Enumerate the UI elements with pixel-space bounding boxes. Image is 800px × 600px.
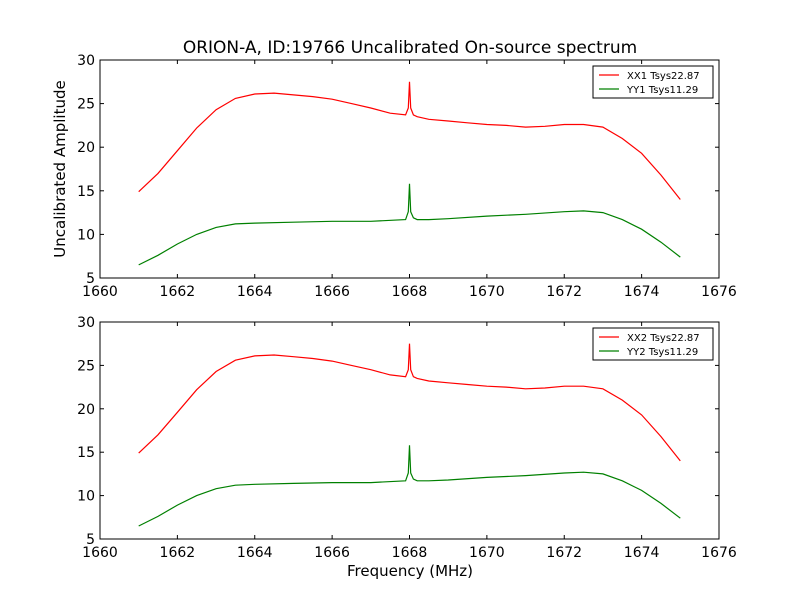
y-tick-label: 25 — [77, 97, 95, 113]
x-tick-label: 1668 — [392, 284, 428, 300]
x-tick-label: 1660 — [82, 284, 118, 300]
x-tick-label: 1668 — [392, 545, 428, 561]
series-line-yy2 — [138, 445, 681, 527]
x-tick-label: 1666 — [314, 545, 350, 561]
legend-label: YY1 Tsys11.29 — [626, 85, 698, 96]
y-tick-label: 20 — [77, 402, 95, 418]
x-tick-label: 1662 — [160, 284, 196, 300]
legend-box — [592, 65, 714, 99]
legend-label: XX1 Tsys22.87 — [627, 71, 700, 82]
y-tick-label: 5 — [86, 532, 95, 548]
legend: XX1 Tsys22.87 YY1 Tsys11.29 — [592, 65, 714, 99]
x-tick-label: 1676 — [701, 284, 737, 300]
y-tick-label: 30 — [77, 315, 95, 331]
legend-box — [592, 327, 714, 361]
y-tick-label: 15 — [77, 445, 95, 461]
y-axis-label: Uncalibrated Amplitude — [51, 80, 69, 257]
x-tick-label: 1672 — [546, 545, 582, 561]
x-tick-label: 1666 — [314, 284, 350, 300]
y-tick-label: 15 — [77, 184, 95, 200]
x-tick-label: 1664 — [237, 545, 273, 561]
series-line-yy1 — [138, 183, 681, 266]
x-tick-label: 1674 — [624, 284, 660, 300]
x-tick-label: 1664 — [237, 284, 273, 300]
x-tick-label: 1670 — [469, 284, 505, 300]
x-tick-label: 1670 — [469, 545, 505, 561]
series-line-xx2 — [138, 343, 681, 462]
series-line-xx1 — [138, 81, 681, 200]
bottom-plot: 1660 1662 1664 1666 1668 1670 1672 1674 1676 5 10 1… — [77, 315, 737, 561]
y-tick-label: 5 — [86, 271, 95, 287]
x-tick-label: 1660 — [82, 545, 118, 561]
legend: XX2 Tsys22.87 YY2 Tsys11.29 — [592, 327, 714, 361]
y-tick-label: 25 — [77, 358, 95, 374]
legend-label: YY2 Tsys11.29 — [626, 347, 698, 358]
legend-label: XX2 Tsys22.87 — [627, 333, 700, 344]
x-tick-label: 1674 — [624, 545, 660, 561]
figure-title: ORION-A, ID:19766 Uncalibrated On-source… — [183, 38, 637, 58]
y-tick-label: 20 — [77, 140, 95, 156]
x-tick-label: 1662 — [160, 545, 196, 561]
x-tick-label: 1676 — [701, 545, 737, 561]
y-tick-label: 30 — [77, 53, 95, 69]
x-axis-label: Frequency (MHz) — [347, 562, 473, 580]
y-tick-label: 10 — [77, 489, 95, 505]
y-tick-label: 10 — [77, 227, 95, 243]
top-plot: 1660 1662 1664 1666 1668 1670 1672 1674 1676 5 10 1… — [77, 53, 737, 300]
x-tick-label: 1672 — [546, 284, 582, 300]
